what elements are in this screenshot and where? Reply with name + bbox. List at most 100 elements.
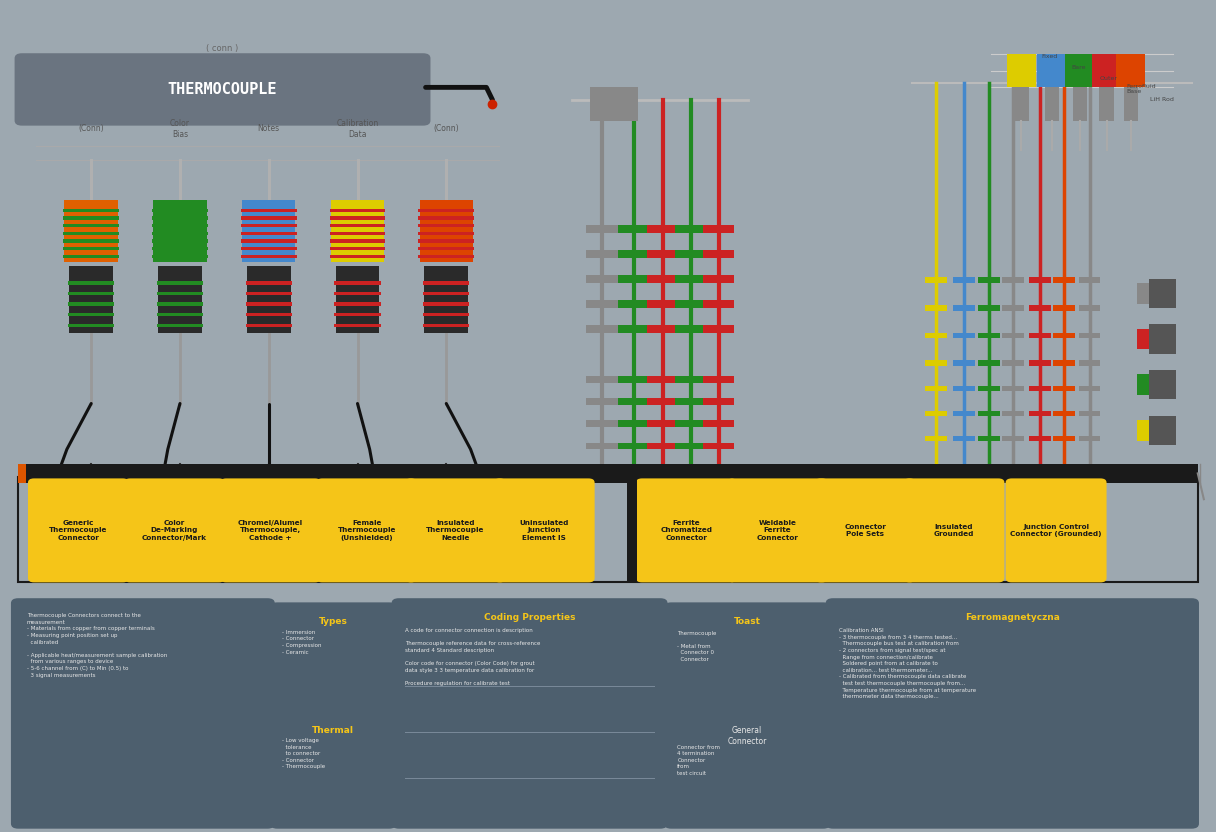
Bar xyxy=(978,436,1000,441)
Bar xyxy=(618,376,649,383)
Bar xyxy=(423,292,469,295)
Bar xyxy=(68,281,114,285)
Bar xyxy=(647,420,679,427)
FancyBboxPatch shape xyxy=(15,53,430,126)
FancyBboxPatch shape xyxy=(270,712,396,829)
Text: Weldable
Ferrite
Connector: Weldable Ferrite Connector xyxy=(756,520,799,541)
Text: (Conn): (Conn) xyxy=(433,125,460,133)
Bar xyxy=(246,324,292,327)
Bar xyxy=(69,266,113,333)
Bar xyxy=(618,250,649,258)
Bar xyxy=(418,216,474,220)
Bar xyxy=(1079,411,1100,416)
Bar xyxy=(336,266,379,333)
Bar xyxy=(63,247,119,250)
Bar xyxy=(647,225,679,233)
Bar xyxy=(334,313,381,316)
Bar xyxy=(925,360,947,366)
FancyBboxPatch shape xyxy=(815,478,916,582)
Bar xyxy=(647,275,679,283)
Bar xyxy=(241,255,297,258)
Bar xyxy=(953,411,975,416)
Bar xyxy=(953,333,975,339)
Bar xyxy=(1002,305,1024,310)
Bar xyxy=(1137,283,1149,304)
Bar xyxy=(158,266,202,333)
Bar xyxy=(152,255,208,258)
Text: Outer: Outer xyxy=(1099,76,1118,81)
Bar xyxy=(1029,333,1051,339)
Text: Thermocouple

- Metal from
  Connector 0
  Connector: Thermocouple - Metal from Connector 0 Co… xyxy=(677,631,716,662)
Bar xyxy=(334,292,381,295)
Bar xyxy=(1079,305,1100,310)
FancyBboxPatch shape xyxy=(220,478,321,582)
Bar xyxy=(978,386,1000,391)
Text: Connector from
4 termination
Connector
from
test circuit: Connector from 4 termination Connector f… xyxy=(677,745,720,776)
Bar xyxy=(1029,436,1051,441)
FancyBboxPatch shape xyxy=(405,478,506,582)
FancyBboxPatch shape xyxy=(636,478,737,582)
Bar xyxy=(1116,54,1145,87)
Bar xyxy=(647,300,679,308)
Text: THERMOCOUPLE: THERMOCOUPLE xyxy=(168,82,277,97)
Bar xyxy=(703,420,734,427)
Bar xyxy=(1037,54,1066,87)
Bar xyxy=(978,360,1000,366)
Bar xyxy=(627,477,637,582)
Bar xyxy=(618,225,649,233)
Bar xyxy=(334,302,381,305)
Text: Bare: Bare xyxy=(1071,65,1086,70)
Bar xyxy=(418,247,474,250)
Bar xyxy=(330,224,385,227)
Text: Generic
Thermocouple
Connector: Generic Thermocouple Connector xyxy=(49,520,108,541)
Bar xyxy=(1079,386,1100,391)
FancyBboxPatch shape xyxy=(392,598,668,829)
Bar xyxy=(925,386,947,391)
Bar xyxy=(925,411,947,416)
Text: Ferrofluid
Base: Ferrofluid Base xyxy=(1126,84,1155,94)
Bar xyxy=(703,325,734,333)
Bar xyxy=(63,231,119,235)
Text: Thermal: Thermal xyxy=(313,726,354,735)
Bar xyxy=(647,250,679,258)
Bar xyxy=(1007,54,1036,87)
Bar xyxy=(152,247,208,250)
Bar xyxy=(330,216,385,220)
Bar xyxy=(246,292,292,295)
Bar xyxy=(418,231,474,235)
Text: Types: Types xyxy=(319,617,348,626)
Bar xyxy=(953,305,975,310)
Text: Notes: Notes xyxy=(258,125,280,133)
Bar xyxy=(1092,54,1121,87)
Bar xyxy=(331,200,384,262)
Bar xyxy=(586,225,618,233)
Bar xyxy=(1149,370,1176,399)
Text: Uninsulated
Junction
Element IS: Uninsulated Junction Element IS xyxy=(519,520,569,541)
Bar xyxy=(63,240,119,243)
Bar xyxy=(1149,324,1176,354)
Bar xyxy=(1029,305,1051,310)
Bar xyxy=(157,324,203,327)
Bar xyxy=(1137,420,1149,441)
Bar xyxy=(157,313,203,316)
Text: Thermocouple Connectors connect to the
measurement
- Materials from copper from : Thermocouple Connectors connect to the m… xyxy=(27,613,167,677)
Bar xyxy=(618,399,649,405)
Bar xyxy=(1079,333,1100,339)
Text: - Immersion
- Connector
- Compression
- Ceramic: - Immersion - Connector - Compression - … xyxy=(282,630,321,655)
Bar xyxy=(63,216,119,220)
Bar xyxy=(334,281,381,285)
Bar xyxy=(586,325,618,333)
Bar xyxy=(1053,386,1075,391)
Bar xyxy=(330,255,385,258)
Bar xyxy=(330,231,385,235)
Bar xyxy=(925,305,947,310)
Bar xyxy=(1002,360,1024,366)
Text: Calibration ANSI
- 3 thermocouple from 3 4 therms tested...
  Thermocouple bus t: Calibration ANSI - 3 thermocouple from 3… xyxy=(839,628,976,699)
Bar xyxy=(703,225,734,233)
Bar xyxy=(1014,87,1029,121)
Bar xyxy=(1079,360,1100,366)
Bar xyxy=(418,240,474,243)
Bar xyxy=(1002,333,1024,339)
Bar xyxy=(18,477,1198,582)
Bar xyxy=(586,420,618,427)
